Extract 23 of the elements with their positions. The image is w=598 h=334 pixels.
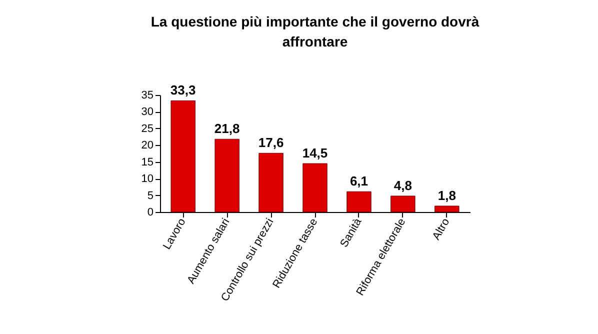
bar xyxy=(302,163,328,212)
y-tick-label: 0 xyxy=(147,206,154,218)
data-label: 1,8 xyxy=(438,188,456,203)
data-label: 6,1 xyxy=(350,174,368,189)
bar xyxy=(258,152,284,212)
data-label: 21,8 xyxy=(214,121,240,136)
bar xyxy=(434,206,460,212)
data-label: 14,5 xyxy=(302,146,328,161)
y-tick-label: 15 xyxy=(141,156,154,168)
y-tick-label: 20 xyxy=(141,140,154,152)
bar xyxy=(390,196,416,212)
bar xyxy=(346,191,372,212)
bar xyxy=(170,100,196,212)
y-tick-label: 10 xyxy=(141,173,154,186)
data-label: 17,6 xyxy=(258,135,284,150)
data-label: 4,8 xyxy=(394,178,412,193)
data-label: 33,3 xyxy=(170,82,196,98)
bar xyxy=(214,138,240,212)
y-tick-label: 30 xyxy=(141,106,154,118)
y-tick-label: 5 xyxy=(147,190,154,202)
y-tick-label: 25 xyxy=(141,122,154,135)
y-tick-label: 35 xyxy=(141,90,154,102)
chart-title: La questione più importante che il governo dovrà affrontare xyxy=(150,14,480,50)
